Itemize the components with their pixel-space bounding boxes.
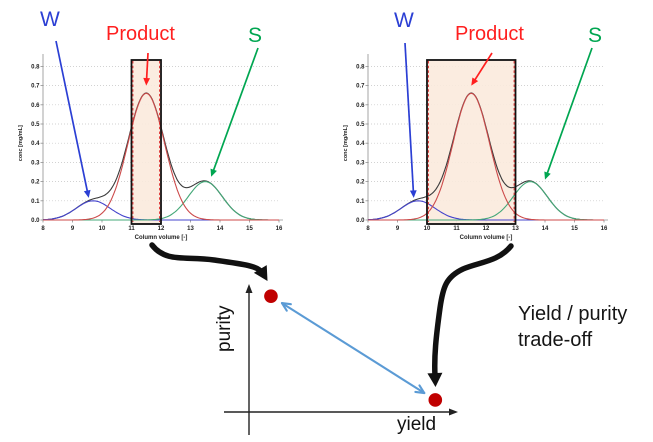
cut-window-fill: [427, 60, 516, 224]
y-tick-label: 0.8: [31, 64, 40, 70]
y-tick-label: 0.6: [356, 103, 365, 109]
tradeoff-arrow-head: [414, 390, 426, 395]
x-tick-label: 8: [41, 226, 45, 232]
flow-arrow-narrow-cut-head: [253, 265, 268, 281]
y-tick-label: 0.3: [31, 160, 40, 166]
y-tick-label: 0.1: [31, 199, 40, 205]
x-tick-label: 16: [601, 226, 608, 232]
w-annotation-arrow: [404, 42, 415, 192]
tradeoff-arrow-head: [280, 302, 288, 312]
w-annotation-arrow-head: [83, 189, 91, 198]
x-axis-title: Column volume [-]: [135, 235, 188, 241]
product-peak-label: Product: [455, 23, 524, 45]
s-annotation-arrow: [546, 47, 593, 175]
chromatogram-plot-wide: 8 9 10 11 12 13 14 15 16 0.0 0.1 0.2 0.3 0.4 0.5 0.6 0.7…: [343, 42, 608, 241]
product-annotation-arrow: [145, 52, 149, 80]
cut-window-fill: [131, 60, 161, 224]
w-annotation-arrow-head: [409, 190, 417, 198]
chromatogram-wide-cut: 8 9 10 11 12 13 14 15 16 0.0 0.1 0.2 0.3 0.4 0.5 0.6 0.7…: [332, 6, 634, 244]
chromatogram-plot-narrow: 8 9 10 11 12 13 14 15 16 0.0 0.1 0.2 0.3 0.4 0.5 0.6 0.7…: [18, 40, 283, 241]
flow-arrow-wide-cut-head: [427, 372, 443, 387]
x-tick-label: 9: [71, 226, 75, 232]
cut-window-border: [130, 59, 162, 225]
yield-axis-head: [449, 408, 458, 416]
s-annotation-arrow-head: [544, 171, 551, 180]
x-tick-label: 13: [512, 226, 519, 232]
tradeoff-caption: Yield / purity trade-off: [518, 301, 627, 353]
x-tick-label: 13: [187, 226, 194, 232]
y-tick-label: 0.4: [31, 141, 40, 147]
x-tick-label: 12: [158, 226, 165, 232]
flow-arrow-narrow-cut: [149, 242, 265, 276]
x-tick-label: 8: [366, 226, 370, 232]
chromatogram-narrow-cut: 8 9 10 11 12 13 14 15 16 0.0 0.1 0.2 0.3 0.4 0.5 0.6 0.7…: [10, 6, 312, 244]
y-axis-title: conc [mg/mL]: [343, 125, 349, 161]
product-curve: [368, 92, 604, 221]
purity-axis-label: purity: [214, 305, 235, 352]
y-tick-label: 0.0: [356, 218, 365, 224]
x-tick-label: 16: [276, 226, 283, 232]
y-tick-label: 0.7: [356, 84, 365, 90]
x-tick-label: 14: [542, 226, 549, 232]
cut-window-border: [426, 59, 517, 225]
y-tick-label: 0.1: [356, 199, 365, 205]
tradeoff-caption-line2: trade-off: [518, 329, 593, 351]
tradeoff-caption-line1: Yield / purity: [518, 303, 628, 325]
result-point-narrow-cut-result: [264, 289, 278, 303]
purity-axis-head: [245, 284, 253, 293]
s-peak-label: S: [588, 24, 603, 47]
result-point-wide-cut-result: [428, 393, 443, 407]
y-tick-label: 0.8: [356, 64, 365, 70]
tradeoff-arrow-head: [280, 302, 292, 306]
y-tick-label: 0.4: [356, 141, 365, 147]
x-tick-label: 15: [246, 226, 253, 232]
w-annotation-arrow: [55, 40, 89, 193]
product-annotation-arrow: [473, 52, 493, 81]
x-tick-label: 15: [571, 226, 578, 232]
x-tick-label: 10: [424, 226, 431, 232]
y-tick-label: 0.2: [356, 180, 365, 186]
x-tick-label: 11: [453, 226, 460, 232]
product-annotation-arrow-head: [143, 77, 151, 86]
y-tick-label: 0.2: [31, 180, 40, 186]
product-annotation-arrow-head: [471, 77, 479, 86]
y-tick-label: 0.6: [31, 103, 40, 109]
s-peak-label: S: [248, 24, 263, 47]
x-axis-title: Column volume [-]: [460, 235, 513, 241]
y-tick-label: 0.0: [31, 218, 40, 224]
x-tick-label: 9: [396, 226, 400, 232]
s-annotation-arrow: [212, 47, 259, 172]
flow-arrow-wide-cut: [432, 243, 514, 379]
x-tick-label: 10: [99, 226, 106, 232]
x-tick-label: 12: [483, 226, 490, 232]
y-tick-label: 0.7: [31, 84, 40, 90]
y-axis-title: conc [mg/mL]: [18, 125, 24, 161]
x-tick-label: 11: [128, 226, 135, 232]
y-tick-label: 0.5: [356, 122, 365, 128]
w-peak-label: W: [394, 9, 414, 32]
w-peak-label: W: [40, 8, 60, 31]
y-tick-label: 0.5: [31, 122, 40, 128]
y-tick-label: 0.3: [356, 160, 365, 166]
x-tick-label: 14: [217, 226, 224, 232]
tradeoff-arrow-head: [418, 384, 426, 395]
product-peak-label: Product: [106, 23, 175, 45]
s-annotation-arrow-head: [210, 168, 217, 177]
tradeoff-arrow: [281, 302, 425, 394]
yield-axis-label: yield: [397, 414, 437, 435]
